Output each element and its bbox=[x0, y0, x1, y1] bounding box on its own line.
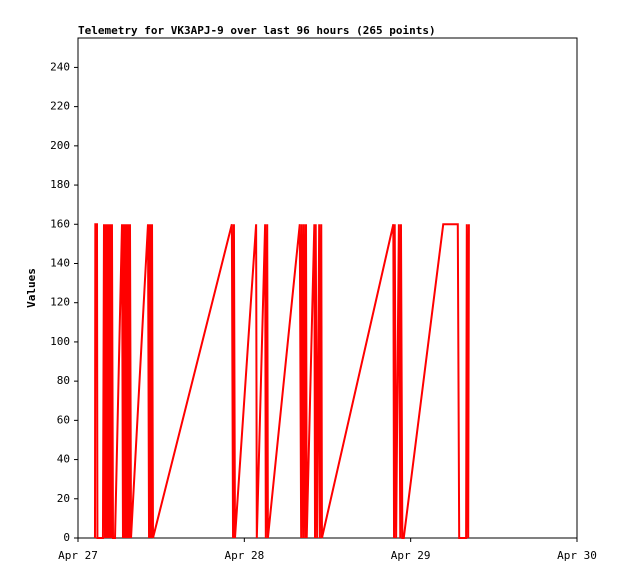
x-tick-label: Apr 30 bbox=[557, 549, 597, 562]
chart-title: Telemetry for VK3APJ-9 over last 96 hour… bbox=[78, 24, 436, 37]
y-tick-label: 80 bbox=[57, 374, 70, 387]
x-tick-label: Apr 27 bbox=[58, 549, 98, 562]
y-tick-label: 220 bbox=[50, 100, 70, 113]
plot-frame bbox=[77, 37, 578, 539]
y-tick-label: 60 bbox=[57, 413, 70, 426]
x-tick-label: Apr 29 bbox=[391, 549, 431, 562]
y-tick-label: 140 bbox=[50, 256, 70, 269]
y-tick-label: 120 bbox=[50, 296, 70, 309]
y-tick-label: 20 bbox=[57, 492, 70, 505]
y-tick-label: 100 bbox=[50, 335, 70, 348]
y-tick-label: 180 bbox=[50, 178, 70, 191]
y-tick-label: 0 bbox=[63, 531, 70, 544]
y-tick-label: 200 bbox=[50, 139, 70, 152]
y-tick-label: 160 bbox=[50, 217, 70, 230]
y-tick-label: 240 bbox=[50, 60, 70, 73]
y-tick-label: 40 bbox=[57, 453, 70, 466]
y-axis-label: Values bbox=[25, 268, 38, 308]
x-tick-label: Apr 28 bbox=[224, 549, 264, 562]
data-line bbox=[93, 223, 470, 539]
